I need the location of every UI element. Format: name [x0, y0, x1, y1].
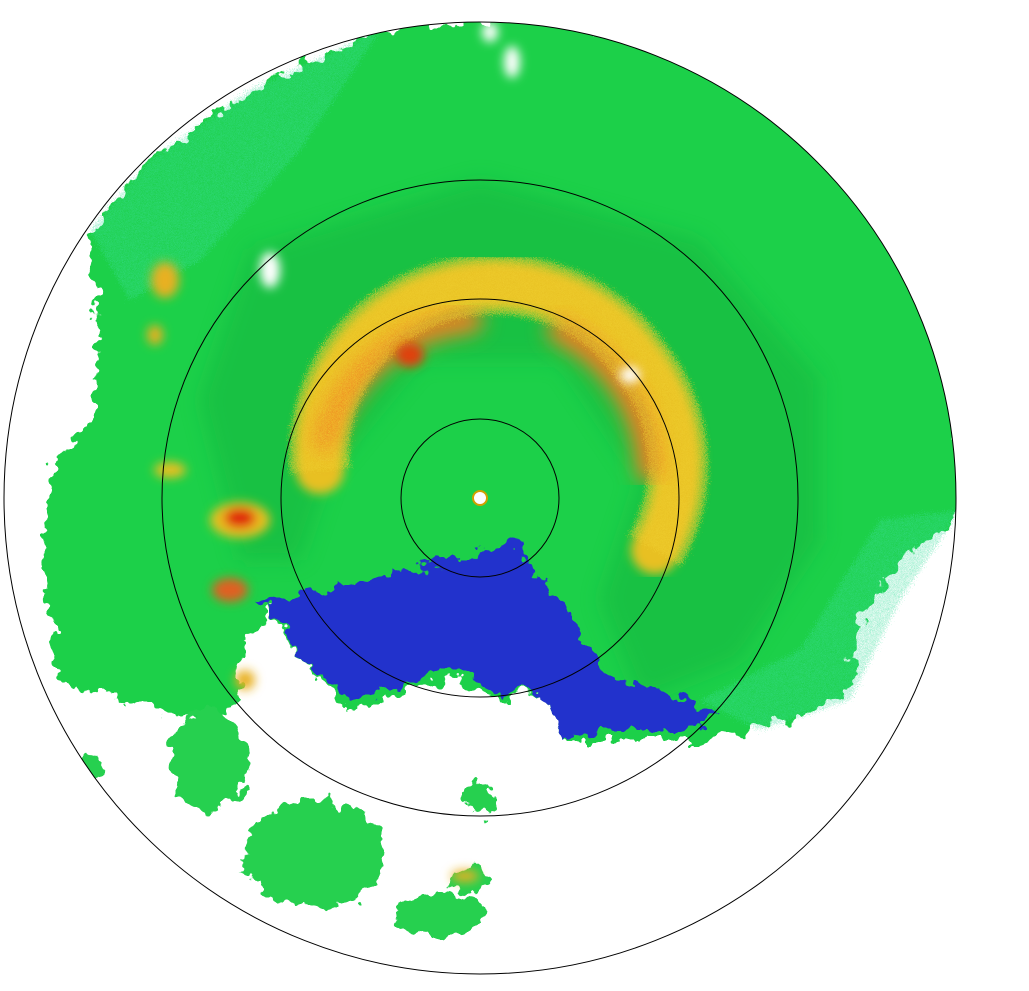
range-ring — [161, 179, 799, 817]
precipitation — [40, 22, 956, 937]
convective-cells — [147, 262, 479, 882]
range-ring — [400, 418, 560, 578]
radar-site — [472, 490, 488, 506]
no-echo — [260, 22, 640, 383]
range-ring — [3, 21, 957, 975]
bright-band-texture — [289, 254, 708, 566]
echo-cells — [78, 710, 492, 937]
echo-weak — [260, 540, 720, 740]
range-ring — [280, 298, 680, 698]
range-rings — [3, 21, 957, 975]
